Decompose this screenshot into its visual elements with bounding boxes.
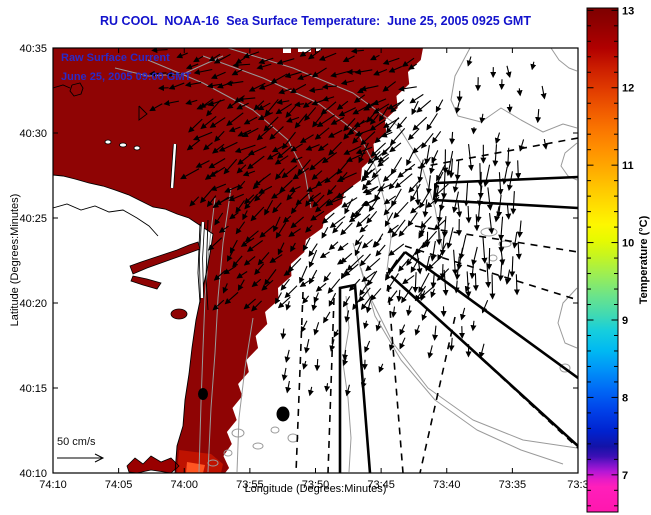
svg-text:74:10: 74:10	[39, 479, 67, 491]
svg-text:73:45: 73:45	[367, 479, 395, 491]
svg-text:73:55: 73:55	[236, 479, 264, 491]
svg-text:73:3: 73:3	[567, 479, 588, 491]
svg-text:73:40: 73:40	[433, 479, 461, 491]
svg-text:74:00: 74:00	[170, 479, 198, 491]
svg-text:40:25: 40:25	[19, 213, 47, 225]
svg-text:40:10: 40:10	[19, 468, 47, 480]
svg-text:40:15: 40:15	[19, 383, 47, 395]
svg-text:8: 8	[622, 392, 628, 404]
svg-text:7: 7	[622, 470, 628, 482]
svg-text:74:05: 74:05	[105, 479, 133, 491]
colorbar-label: Temperature (°C)	[638, 215, 650, 305]
scale-arrow-label: 50 cm/s	[57, 436, 96, 448]
svg-text:40:35: 40:35	[19, 43, 47, 55]
svg-text:40:30: 40:30	[19, 128, 47, 140]
annotation-current-timestamp: June 25, 2005 09:00 GMT	[61, 71, 192, 83]
svg-text:13: 13	[622, 5, 634, 17]
svg-text:73:50: 73:50	[302, 479, 330, 491]
svg-text:12: 12	[622, 83, 634, 95]
figure-title: RU COOL NOAA-16 Sea Surface Temperature:…	[100, 14, 531, 28]
svg-text:40:20: 40:20	[19, 298, 47, 310]
x-axis-label: Longitude (Degrees:Minutes)	[244, 483, 387, 495]
svg-text:11: 11	[622, 160, 634, 172]
annotation-raw-surface-current: Raw Surface Current	[61, 52, 170, 64]
svg-text:9: 9	[622, 315, 628, 327]
svg-text:73:35: 73:35	[499, 479, 527, 491]
svg-text:10: 10	[622, 238, 634, 250]
y-axis-label: Latitude (Degrees:Minutes)	[9, 193, 21, 327]
